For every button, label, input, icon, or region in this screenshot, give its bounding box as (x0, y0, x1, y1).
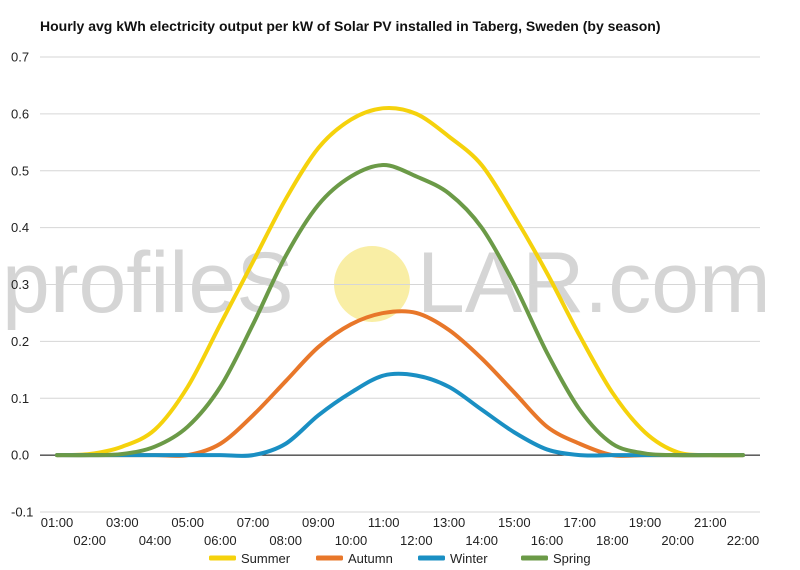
y-tick-label: 0.5 (11, 163, 29, 178)
watermark-text-right: LAR.com (417, 235, 771, 331)
legend-item-spring: Spring (521, 551, 591, 566)
x-tick-label: 01:00 (41, 515, 74, 530)
x-tick-label: 05:00 (171, 515, 204, 530)
series-line-spring (55, 163, 745, 458)
y-axis: -0.1 0.0 0.1 0.2 0.3 0.4 0.5 0.6 0.7 (11, 50, 33, 520)
legend-swatch (521, 555, 548, 561)
watermark-text-left: profileS (2, 235, 294, 331)
x-tick-label: 16:00 (531, 533, 564, 548)
legend-swatch (316, 555, 343, 561)
x-tick-label: 14:00 (465, 533, 498, 548)
series-line-autumn (55, 309, 745, 458)
y-tick-label: -0.1 (11, 505, 33, 520)
legend-item-summer: Summer (209, 551, 291, 566)
chart-title: Hourly avg kWh electricity output per kW… (40, 18, 661, 34)
legend-swatch (418, 555, 445, 561)
x-tick-label: 20:00 (661, 533, 694, 548)
x-tick-label: 13:00 (433, 515, 466, 530)
legend-label: Winter (450, 551, 488, 566)
x-tick-label: 10:00 (335, 533, 368, 548)
x-tick-label: 03:00 (106, 515, 139, 530)
series-line-summer (55, 105, 745, 458)
y-tick-label: 0.4 (11, 220, 29, 235)
legend-item-autumn: Autumn (316, 551, 393, 566)
x-tick-label: 17:00 (563, 515, 596, 530)
x-tick-label: 02:00 (73, 533, 106, 548)
legend-label: Autumn (348, 551, 393, 566)
x-tick-label: 12:00 (400, 533, 433, 548)
y-tick-label: 0.1 (11, 391, 29, 406)
watermark: profileS LAR.com (2, 235, 771, 331)
legend-swatch (209, 555, 236, 561)
x-tick-label: 22:00 (727, 533, 760, 548)
y-tick-label: 0.6 (11, 106, 29, 121)
x-tick-label: 06:00 (204, 533, 237, 548)
x-tick-label: 09:00 (302, 515, 335, 530)
y-tick-label: 0.2 (11, 334, 29, 349)
y-tick-label: 0.7 (11, 50, 29, 65)
x-tick-label: 07:00 (237, 515, 270, 530)
legend-label: Spring (553, 551, 591, 566)
x-tick-label: 15:00 (498, 515, 531, 530)
x-tick-label: 18:00 (596, 533, 629, 548)
x-tick-label: 04:00 (139, 533, 172, 548)
x-tick-label: 11:00 (368, 515, 400, 530)
y-tick-label: 0.0 (11, 448, 29, 463)
series-layer (55, 105, 745, 458)
legend-label: Summer (241, 551, 291, 566)
x-tick-label: 21:00 (694, 515, 727, 530)
legend-item-winter: Winter (418, 551, 488, 566)
x-tick-label: 19:00 (629, 515, 662, 530)
y-tick-label: 0.3 (11, 277, 29, 292)
series-line-winter (55, 371, 745, 458)
x-tick-label: 08:00 (269, 533, 302, 548)
grid-layer (40, 56, 760, 513)
legend: Summer Autumn Winter Spring (209, 551, 591, 566)
